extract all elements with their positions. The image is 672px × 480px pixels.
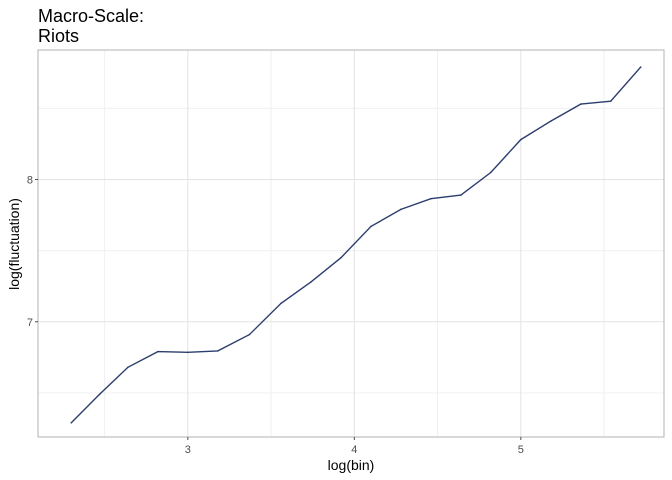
major-gridlines — [38, 50, 664, 437]
y-tick-label: 7 — [27, 317, 33, 329]
data-point — [310, 281, 312, 283]
x-tick-label: 4 — [351, 444, 357, 456]
minor-gridlines — [38, 50, 664, 437]
chart-title-line-2: Riots — [38, 26, 79, 46]
data-point — [400, 208, 402, 211]
data-point — [609, 100, 612, 103]
data-point — [280, 302, 282, 305]
data-point — [248, 333, 251, 336]
data-point — [579, 103, 582, 105]
data-point — [490, 171, 492, 174]
data-point — [127, 366, 129, 369]
data-point — [549, 120, 552, 122]
x-tick-label: 3 — [185, 444, 191, 456]
panel-border — [37, 49, 665, 438]
data-point — [639, 66, 642, 68]
data-point — [157, 350, 159, 353]
panel-background — [38, 50, 664, 437]
data-point — [217, 350, 219, 352]
series-points — [70, 66, 642, 424]
data-point — [430, 197, 432, 200]
x-tick-label: 5 — [518, 444, 524, 456]
series-line — [70, 66, 642, 424]
data-point — [70, 421, 73, 424]
y-axis-title: log(fluctuation) — [6, 198, 22, 290]
data-point — [340, 256, 342, 259]
data-point — [460, 194, 462, 196]
data-point — [370, 225, 372, 228]
x-axis-title: log(bin) — [328, 457, 375, 473]
chart-title-line-1: Macro-Scale: — [38, 6, 144, 26]
data-point — [520, 138, 522, 141]
data-point — [98, 393, 101, 396]
x-axis-ticks: 3 4 5 — [185, 437, 524, 456]
data-point — [187, 351, 189, 354]
y-tick-label: 8 — [27, 174, 33, 186]
y-axis-ticks: 78 — [27, 174, 38, 329]
plot-panel — [37, 49, 665, 438]
